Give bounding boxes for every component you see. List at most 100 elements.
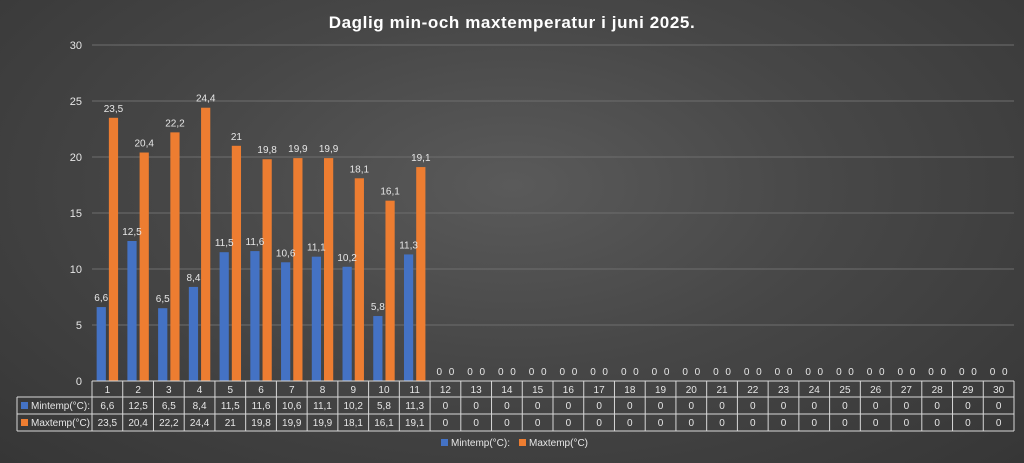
min-temp-data-label: 11,1 <box>307 243 326 254</box>
table-cell: 20,4 <box>128 418 148 429</box>
table-cell: 0 <box>781 401 787 412</box>
max-temp-bar <box>354 178 364 381</box>
min-temp-data-label: 10,6 <box>276 248 296 259</box>
bar-labels: 6,6 12,5 6,5 8,4 11,5 11,6 10,6 11,1 10,2 5,8 11,3… <box>94 94 1008 378</box>
table-cell: 0 <box>719 401 725 412</box>
max-temp-data-label: 0 <box>449 367 455 378</box>
max-temp-data-label: 19,8 <box>257 145 277 156</box>
table-cell: 0 <box>689 418 695 429</box>
table-cell: 23,5 <box>98 418 118 429</box>
table-cell: 11,1 <box>313 401 332 412</box>
x-tick-label: 23 <box>778 385 790 396</box>
min-temp-bar <box>373 316 383 381</box>
min-temp-data-label: 11,5 <box>215 238 234 249</box>
max-temp-data-label: 19,9 <box>319 144 339 155</box>
x-tick-label: 4 <box>197 385 203 396</box>
min-temp-bar <box>96 307 106 381</box>
min-temp-bar <box>403 254 414 381</box>
table-cell: 0 <box>473 401 479 412</box>
x-tick-label: 21 <box>716 385 728 396</box>
table-cell: 0 <box>566 401 572 412</box>
y-tick-label: 30 <box>70 40 82 52</box>
max-temp-data-label: 16,1 <box>380 187 400 198</box>
min-temp-bar <box>250 251 260 381</box>
table-cell: 0 <box>965 401 971 412</box>
min-temp-data-label: 10,2 <box>337 253 357 264</box>
max-temp-data-label: 0 <box>818 367 824 378</box>
min-temp-data-label: 0 <box>713 367 719 378</box>
max-temp-bar <box>293 158 303 381</box>
max-temp-bar <box>262 159 272 381</box>
max-temp-data-label: 19,1 <box>411 153 431 164</box>
table-cell: 0 <box>996 418 1002 429</box>
max-temp-bar <box>108 117 119 382</box>
max-temp-data-label: 0 <box>602 367 608 378</box>
x-tick-label: 20 <box>686 385 698 396</box>
table-cell: 0 <box>627 418 633 429</box>
legend: Mintemp(°C): Maxtemp(°C) <box>441 438 588 449</box>
y-tick-label: 20 <box>70 152 82 164</box>
min-temp-data-label: 6,6 <box>94 293 108 304</box>
min-temp-data-label: 0 <box>682 367 688 378</box>
min-temp-data-label: 0 <box>437 367 443 378</box>
table-cell: 0 <box>504 418 510 429</box>
table-cell: 0 <box>811 418 817 429</box>
table-cell: 0 <box>873 401 879 412</box>
table-series-swatch <box>21 419 28 426</box>
legend-swatch <box>441 439 448 446</box>
max-temp-data-label: 20,4 <box>134 139 154 150</box>
table-cell: 0 <box>627 401 633 412</box>
min-temp-data-label: 0 <box>836 367 842 378</box>
max-temp-data-label: 0 <box>848 367 854 378</box>
y-tick-label: 0 <box>76 376 82 388</box>
table-cell: 0 <box>965 418 971 429</box>
table-cell: 0 <box>934 401 940 412</box>
max-temp-bar <box>170 132 180 381</box>
min-temp-data-label: 11,3 <box>399 240 418 251</box>
table-series-swatch <box>21 402 28 409</box>
max-temp-data-label: 0 <box>971 367 977 378</box>
x-tick-label: 9 <box>350 385 356 396</box>
min-temp-bar <box>219 252 229 381</box>
x-tick-label: 15 <box>532 385 544 396</box>
table-cell: 0 <box>873 418 879 429</box>
max-temp-bar <box>231 145 242 381</box>
table-cell: 21 <box>225 418 237 429</box>
table-cell: 19,1 <box>405 418 425 429</box>
x-tick-label: 16 <box>563 385 575 396</box>
x-tick-label: 5 <box>228 385 234 396</box>
table-cell: 0 <box>689 401 695 412</box>
bars <box>96 107 426 382</box>
max-temp-bar <box>201 107 211 381</box>
max-temp-data-label: 0 <box>910 367 916 378</box>
min-temp-data-label: 0 <box>805 367 811 378</box>
table-cell: 10,6 <box>282 401 302 412</box>
min-temp-data-label: 0 <box>621 367 627 378</box>
max-temp-data-label: 24,4 <box>196 94 216 105</box>
max-temp-data-label: 18,1 <box>350 164 370 175</box>
min-temp-data-label: 0 <box>529 367 535 378</box>
table-cell: 12,5 <box>128 401 148 412</box>
table-cell: 11,5 <box>221 401 240 412</box>
max-temp-data-label: 21 <box>231 132 243 143</box>
table-series-name: Mintemp(°C): <box>31 401 90 412</box>
grid-lines <box>92 44 1014 326</box>
min-temp-data-label: 0 <box>928 367 934 378</box>
legend-entry: Mintemp(°C): <box>451 438 510 449</box>
max-temp-bar <box>139 152 149 381</box>
max-temp-bar <box>416 167 426 381</box>
table-cell: 18,1 <box>343 418 363 429</box>
x-tick-label: 6 <box>258 385 264 396</box>
table-cell: 0 <box>781 418 787 429</box>
max-temp-bar <box>324 158 334 381</box>
table-cell: 0 <box>566 418 572 429</box>
min-temp-data-label: 0 <box>867 367 873 378</box>
x-tick-label: 22 <box>747 385 759 396</box>
table-cell: 0 <box>504 401 510 412</box>
x-tick-label: 2 <box>135 385 141 396</box>
table-cell: 0 <box>535 418 541 429</box>
table-cell: 0 <box>996 401 1002 412</box>
x-tick-label: 24 <box>809 385 821 396</box>
table-cell: 0 <box>842 401 848 412</box>
